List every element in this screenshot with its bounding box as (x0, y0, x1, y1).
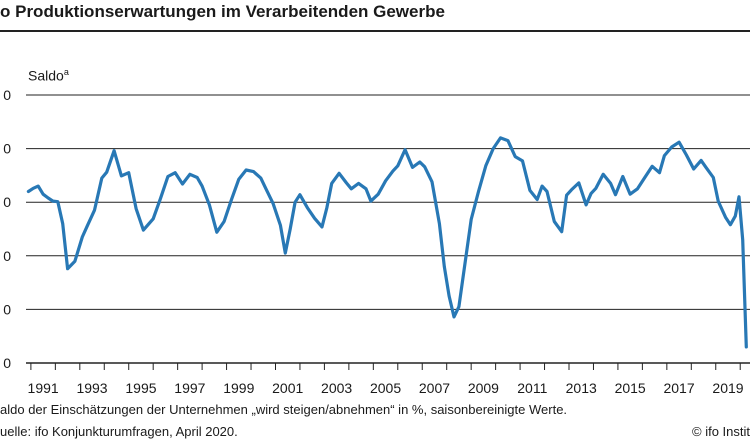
y-axis-label-superscript: a (63, 67, 69, 77)
x-tick-label: 1997 (174, 380, 205, 396)
x-tick-label: 2007 (419, 380, 450, 396)
y-tick-label: 0 (3, 248, 11, 264)
x-tick-label: 1995 (125, 380, 156, 396)
x-tick-label: 2017 (663, 380, 694, 396)
y-tick-label: 0 (3, 141, 11, 157)
x-tick-label: 2019 (712, 380, 743, 396)
x-tick-label: 2015 (615, 380, 646, 396)
x-tick-label: 1991 (28, 380, 59, 396)
chart-title: o Produktionserwartungen im Verarbeitend… (0, 2, 445, 21)
y-tick-label: 0 (3, 194, 11, 210)
y-tick-label: 0 (3, 301, 11, 317)
x-tick-label: 2009 (468, 380, 499, 396)
y-tick-labels: 0 0 0 0 0 0 (3, 87, 11, 371)
y-axis-label: Saldoa (28, 67, 69, 84)
x-tick-label: 2003 (321, 380, 352, 396)
x-tick-label: 2001 (272, 380, 303, 396)
title-rule (0, 30, 750, 32)
x-tick-label: 2011 (517, 380, 547, 396)
source-note: uelle: ifo Konjunkturumfragen, April 202… (0, 424, 238, 439)
x-tick-label: 1993 (76, 380, 107, 396)
y-tick-label: 0 (3, 87, 11, 103)
series-line (26, 136, 748, 349)
y-tick-label: 0 (3, 355, 11, 371)
x-tick-label: 2005 (370, 380, 401, 396)
footnote: aldo der Einschätzungen der Unternehmen … (0, 402, 568, 417)
gridlines (26, 94, 750, 310)
x-tick-label: 1999 (223, 380, 254, 396)
copyright-note: © ifo Instit (692, 424, 750, 439)
x-tick-label: 2013 (566, 380, 597, 396)
x-axis: 1991 1993 1995 1997 1999 2001 2003 2005 2007 2009… (26, 362, 750, 396)
